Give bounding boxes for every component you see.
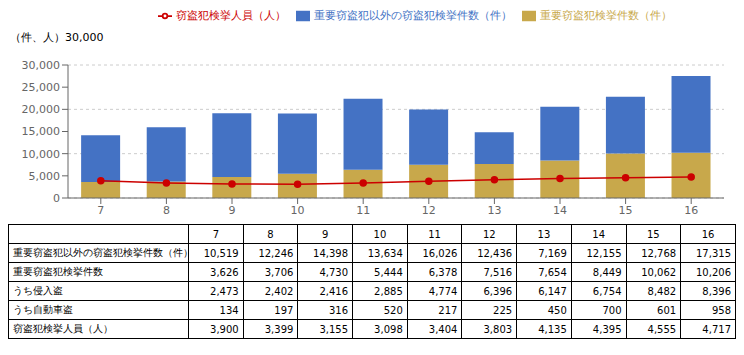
html-text:217: 217	[438, 304, 458, 316]
html-text:3,803: 3,803	[483, 323, 513, 335]
html-text:2,416: 2,416	[319, 285, 349, 297]
html-text:14: 14	[592, 228, 605, 240]
html-text:うち自動車盗: うち自動車盗	[13, 304, 73, 315]
html-text:4,774: 4,774	[428, 285, 458, 297]
svg-text:8: 8	[163, 204, 170, 217]
html-text:重要窃盗犯検挙件数: 重要窃盗犯検挙件数	[13, 266, 103, 277]
html-text:3,900: 3,900	[210, 323, 239, 335]
html-text:2,402: 2,402	[264, 285, 294, 297]
html-text:（件、人）30,000: （件、人）30,000	[10, 31, 104, 44]
html-text:3,404: 3,404	[428, 323, 458, 335]
html-text:15: 15	[647, 228, 660, 240]
svg-text:10,000: 10,000	[22, 148, 61, 161]
html-text:450: 450	[547, 304, 567, 316]
html-text:5,444: 5,444	[374, 266, 403, 278]
html-text:2,473: 2,473	[210, 285, 239, 297]
html-text:4,717: 4,717	[702, 323, 731, 335]
svg-text:5,000: 5,000	[29, 170, 61, 183]
html-text:3,626: 3,626	[210, 266, 239, 278]
html-text:6,378: 6,378	[428, 266, 458, 278]
html-text:16: 16	[701, 228, 715, 240]
html-text:12,155: 12,155	[586, 247, 622, 259]
html-text:重要窃盗犯検挙件数（件）: 重要窃盗犯検挙件数（件）	[540, 9, 672, 22]
html-text:8,449: 8,449	[592, 266, 622, 278]
html-text:8,396: 8,396	[702, 285, 731, 297]
html-text:7,516: 7,516	[483, 266, 513, 278]
svg-text:15: 15	[619, 204, 633, 217]
html-text:6,147: 6,147	[538, 285, 567, 297]
html-text:8: 8	[267, 228, 274, 240]
svg-text:10: 10	[291, 204, 305, 217]
html-text:10: 10	[373, 228, 387, 240]
html-text:12,768: 12,768	[641, 247, 677, 259]
html-text:3,706: 3,706	[264, 266, 294, 278]
html-text:3,155: 3,155	[319, 323, 349, 335]
html-text:10,206: 10,206	[696, 266, 731, 278]
svg-text:14: 14	[553, 204, 567, 217]
svg-text:9: 9	[229, 204, 236, 217]
html-text:2,885: 2,885	[374, 285, 403, 297]
html-text:10,062: 10,062	[641, 266, 677, 278]
html-text:窃盗犯検挙人員（人）: 窃盗犯検挙人員（人）	[176, 9, 286, 22]
html-text:520: 520	[383, 304, 403, 316]
svg-text:0: 0	[53, 192, 60, 205]
svg-text:7: 7	[97, 204, 104, 217]
html-text:14,398: 14,398	[313, 247, 349, 259]
html-text:6,396: 6,396	[483, 285, 513, 297]
svg-text:25,000: 25,000	[22, 81, 61, 94]
html-text:134: 134	[219, 304, 239, 316]
html-text:うち侵入盗: うち侵入盗	[13, 285, 63, 296]
html-text:316: 316	[329, 304, 349, 316]
html-text:4,730: 4,730	[319, 266, 349, 278]
html-text:197: 197	[274, 304, 294, 316]
html-text:6,754: 6,754	[592, 285, 622, 297]
html-text:13,634: 13,634	[367, 247, 403, 259]
html-text:8,482: 8,482	[647, 285, 677, 297]
html-text:3,399: 3,399	[264, 323, 294, 335]
html-text:12: 12	[482, 228, 496, 240]
html-text:601: 601	[657, 304, 677, 316]
html-text:4,555: 4,555	[647, 323, 677, 335]
html-text:7,654: 7,654	[538, 266, 567, 278]
svg-text:16: 16	[684, 204, 698, 217]
html-text:12,436: 12,436	[477, 247, 513, 259]
svg-text:20,000: 20,000	[22, 103, 61, 116]
html-text:重要窃盗犯以外の窃盗犯検挙件数（件）: 重要窃盗犯以外の窃盗犯検挙件数（件）	[314, 9, 512, 22]
html-text:225: 225	[493, 304, 513, 316]
html-text:4,135: 4,135	[538, 323, 567, 335]
html-text:13: 13	[537, 228, 551, 240]
svg-text:15,000: 15,000	[22, 125, 61, 138]
html-text:12,246: 12,246	[258, 247, 294, 259]
svg-text:13: 13	[487, 204, 501, 217]
svg-text:12: 12	[422, 204, 436, 217]
html-text:10,519: 10,519	[203, 247, 239, 259]
html-text:4,395: 4,395	[592, 323, 622, 335]
svg-text:30,000: 30,000	[22, 59, 61, 72]
html-text:窃盗犯検挙人員（人）: 窃盗犯検挙人員（人）	[13, 323, 113, 334]
html-text:17,315: 17,315	[696, 247, 731, 259]
html-text:3,098: 3,098	[374, 323, 403, 335]
html-text:11: 11	[428, 228, 441, 240]
html-text:7,169: 7,169	[538, 247, 567, 259]
html-text:16,026: 16,026	[422, 247, 458, 259]
html-text:958: 958	[711, 304, 731, 316]
svg-text:11: 11	[356, 204, 370, 217]
html-text:9: 9	[322, 228, 329, 240]
html-text:700: 700	[602, 304, 622, 316]
html-text:7: 7	[212, 228, 219, 240]
